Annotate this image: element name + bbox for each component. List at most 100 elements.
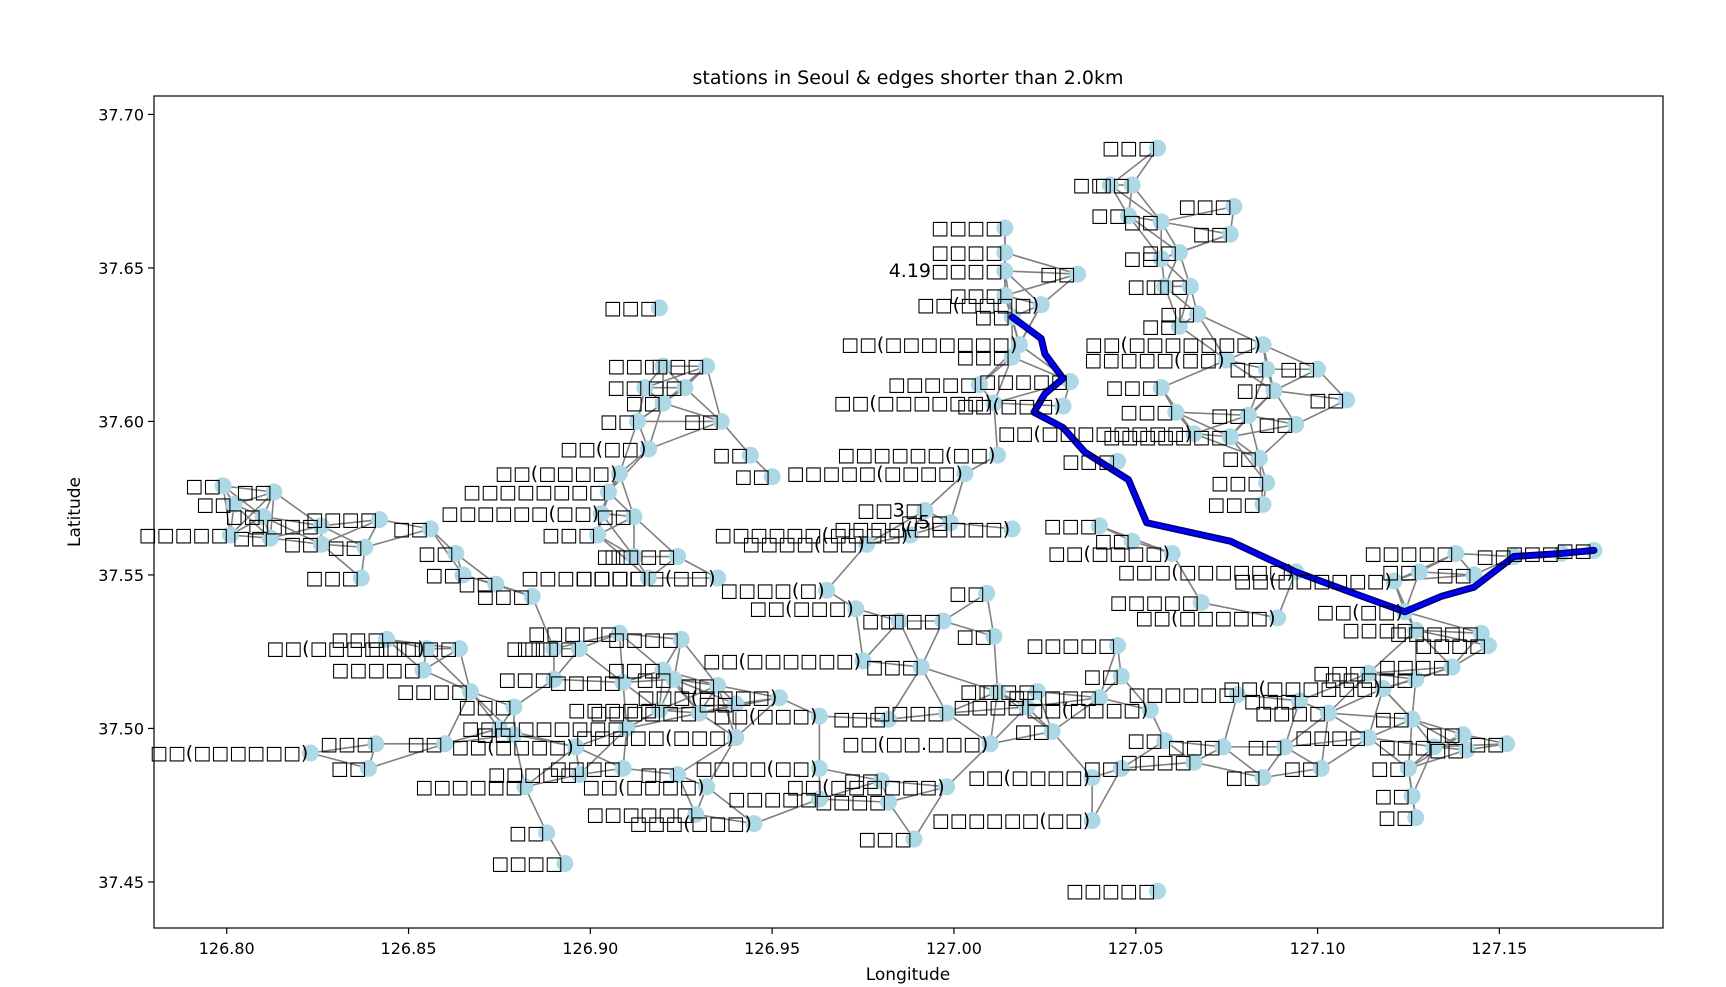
station-node: [447, 544, 465, 562]
station-label: □□□□□□□: [499, 717, 625, 739]
station-label: □□: [1378, 806, 1414, 828]
station-label: □□□□: [1342, 619, 1414, 641]
edge: [990, 730, 1053, 745]
edge: [989, 706, 1028, 745]
station-label: □□□: [865, 656, 919, 678]
station-label: □□: [462, 717, 498, 739]
station-label: □□: [185, 475, 221, 497]
edge: [622, 767, 678, 776]
station-label: □□: [843, 770, 879, 792]
station-node: [1149, 882, 1167, 900]
edge: [662, 402, 722, 423]
station-node: [450, 640, 468, 658]
station-node: [676, 379, 694, 397]
station-label: □□□□: [931, 217, 1003, 239]
station-node: [1479, 637, 1497, 655]
station-node: [938, 704, 956, 722]
edge: [946, 743, 991, 788]
edge: [619, 632, 682, 641]
station-label: □□(□□□□): [968, 767, 1091, 789]
edge: [1411, 718, 1468, 751]
edge: [888, 712, 947, 721]
edge: [1368, 666, 1453, 674]
x-tick-label: 126.80: [199, 939, 255, 958]
station-label: □□□□□(□□□): [575, 727, 733, 749]
edge: [1299, 672, 1369, 702]
station-node: [1149, 139, 1167, 157]
station-node: [880, 710, 898, 728]
station-node: [858, 535, 876, 553]
station-label: □□□: [1044, 515, 1098, 537]
station-label: □□(□□): [1316, 601, 1403, 623]
edge: [1367, 629, 1417, 674]
station-node: [1003, 520, 1021, 538]
station-node: [556, 855, 574, 873]
station-label: □□□□: [1120, 751, 1192, 773]
edge: [993, 402, 999, 456]
station-node: [665, 670, 683, 688]
station-node: [1112, 667, 1130, 685]
station-label: □□: [1309, 389, 1345, 411]
station-node: [934, 612, 952, 630]
stations: [214, 139, 1603, 900]
station-node: [1083, 812, 1101, 830]
station-node: [669, 765, 687, 783]
station-node: [1003, 348, 1021, 366]
station-node: [1225, 198, 1243, 216]
station-label: □□□: [1178, 196, 1232, 218]
station-label: □□: [600, 410, 636, 432]
station-node: [1447, 544, 1465, 562]
edge: [270, 525, 322, 539]
edge: [1098, 645, 1119, 699]
station-node: [1399, 759, 1417, 777]
station-label: □□: [1152, 275, 1188, 297]
station-label: □□: [1094, 530, 1130, 552]
station-label: □□(□□□□□□□): [1085, 334, 1261, 356]
station-node: [1123, 176, 1141, 194]
station-label: □□(□□□): [749, 598, 854, 620]
y-axis-label: Latitude: [65, 477, 85, 547]
edge: [524, 773, 580, 788]
station-node: [1309, 360, 1327, 378]
station-label: □□: [680, 674, 716, 696]
station-node: [1407, 621, 1425, 639]
station-label: □□□: [1102, 137, 1156, 159]
station-label: □□□□□□□: [1103, 426, 1229, 448]
station-node: [770, 689, 788, 707]
station-label: □□: [1374, 785, 1410, 807]
edge: [881, 779, 947, 788]
station-label: □□: [196, 493, 232, 515]
edge: [320, 543, 362, 579]
station-node: [1032, 296, 1050, 314]
station-label: □□□□: [815, 791, 887, 813]
station-node: [810, 759, 828, 777]
station-node: [1109, 637, 1127, 655]
station-label: □□□: [498, 668, 552, 690]
station-label: □□: [698, 693, 734, 715]
station-node: [523, 587, 541, 605]
station-node: [727, 729, 745, 747]
plot-area: □□□□□□□□□□□□□□□□□□□□□□□□ □□□□4.19□□□□ □□□□…: [139, 137, 1603, 902]
station-node: [941, 514, 959, 532]
edge: [618, 421, 639, 474]
edge: [819, 779, 882, 800]
station-label: □□: [1091, 205, 1127, 227]
station-label: □□□□□□: [415, 776, 523, 798]
station-node: [625, 548, 643, 566]
station-label: □□: [1141, 242, 1177, 264]
edge: [1196, 313, 1228, 361]
station-node: [654, 357, 672, 375]
y-tick-label: 37.65: [98, 259, 144, 278]
station-label: □□(□□□□□□): [833, 392, 991, 414]
station-label: □□: [327, 536, 363, 558]
edge: [648, 420, 722, 450]
station-label: □□□□□: [139, 524, 229, 546]
station-node: [1403, 787, 1421, 805]
station-label: □□: [1127, 730, 1163, 752]
station-node: [436, 735, 454, 753]
station-label: □□: [1229, 358, 1265, 380]
station-label: □□(□□□□): [917, 294, 1040, 316]
station-label: □□(□□□□□□): [266, 638, 424, 660]
station-node: [650, 701, 668, 719]
edge: [920, 666, 948, 714]
